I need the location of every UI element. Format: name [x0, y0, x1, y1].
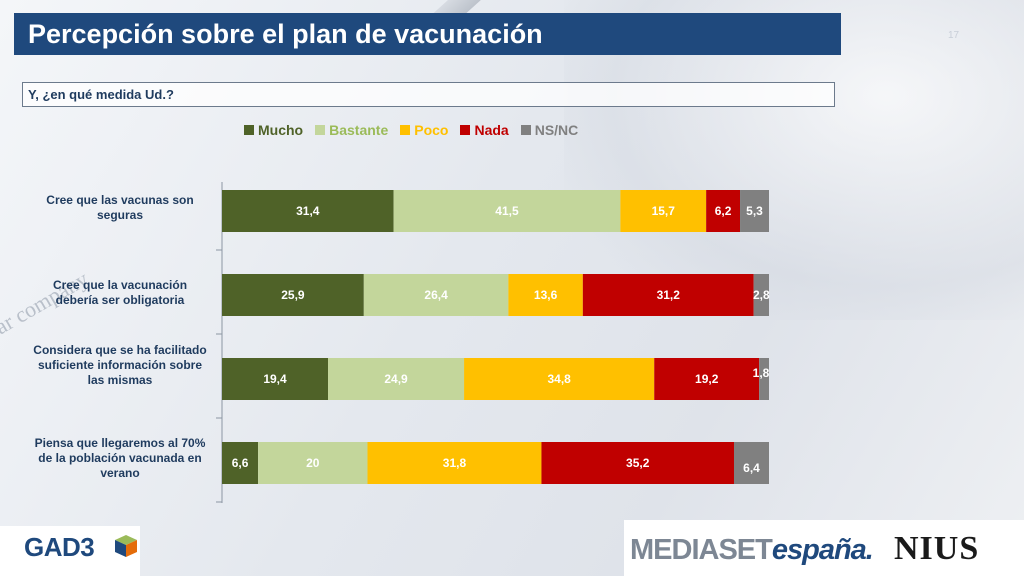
- data-label: 31,4: [296, 204, 320, 218]
- legend-label: Poco: [414, 122, 449, 138]
- bar-segment-nada-1: [582, 274, 754, 316]
- category-label: Considera que se ha facilitado suficient…: [33, 343, 207, 387]
- legend-swatch: [460, 125, 471, 135]
- legend-item-4: NS/NC: [520, 122, 579, 138]
- data-label: 35,2: [626, 456, 650, 470]
- legend-item-3: Nada: [460, 122, 509, 138]
- bar-segment-mucho-0: [222, 190, 394, 232]
- legend-swatch: [400, 125, 411, 135]
- legend-swatch: [315, 125, 326, 135]
- data-label: 13,6: [534, 288, 558, 302]
- data-label: 31,8: [443, 456, 467, 470]
- bar-segment-bastante-1: [363, 274, 509, 316]
- chart-legend: Mucho Bastante Poco Nada NS/NC: [244, 120, 578, 140]
- legend-item-2: Poco: [400, 122, 448, 138]
- data-label: 31,2: [657, 288, 681, 302]
- bar-segment-poco-3: [367, 442, 542, 484]
- bar-segment-poco-1: [508, 274, 583, 316]
- data-label: 26,4: [424, 288, 448, 302]
- title-bar: [14, 13, 841, 55]
- category-label: Cree que la vacunación debería ser oblig…: [52, 278, 188, 307]
- data-label: 5,3: [746, 204, 763, 218]
- page-title: Percepción sobre el plan de vacunación: [28, 19, 543, 49]
- data-label: 6,6: [232, 456, 249, 470]
- legend-label: Nada: [474, 122, 509, 138]
- page-number: 17: [948, 30, 960, 41]
- data-label: 19,4: [263, 372, 287, 386]
- bar-segment-nsnc-3: [733, 442, 769, 484]
- legend-label: Mucho: [258, 122, 304, 138]
- bar-segment-nada-2: [654, 358, 760, 400]
- mediaset-logo: MEDIASETespaña.: [630, 534, 874, 566]
- bar-segment-mucho-1: [222, 274, 364, 316]
- footer-right-panel: [624, 520, 1024, 576]
- data-label: 20: [306, 456, 320, 470]
- question-text: Y, ¿en qué medida Ud.?: [28, 87, 174, 102]
- bar-segment-nsnc-1: [753, 274, 769, 316]
- legend-swatch: [244, 125, 254, 135]
- legend-item-1: Bastante: [315, 122, 388, 138]
- legend-item-0: Mucho: [244, 122, 303, 138]
- bar-segment-nada-0: [706, 190, 741, 232]
- nius-logo: NIUS: [894, 530, 980, 567]
- bar-segment-nsnc-0: [740, 190, 769, 232]
- legend-label: NS/NC: [534, 122, 579, 138]
- gad3-cube-icon: [115, 535, 137, 557]
- data-label: 2,8: [753, 288, 770, 302]
- data-label: 24,9: [384, 372, 408, 386]
- bar-segment-nada-3: [541, 442, 734, 484]
- question-box: [22, 82, 835, 107]
- data-label: 15,7: [652, 204, 676, 218]
- legend-label: Bastante: [329, 122, 389, 138]
- data-label: 1,8: [753, 366, 770, 380]
- legend-swatch: [520, 125, 531, 135]
- data-label: 34,8: [547, 372, 571, 386]
- bar-segment-poco-0: [620, 190, 707, 232]
- bar-segment-bastante-0: [393, 190, 621, 232]
- bar-segment-bastante-2: [328, 358, 465, 400]
- data-label: 41,5: [495, 204, 519, 218]
- bar-segment-mucho-2: [222, 358, 329, 400]
- data-label: 25,9: [281, 288, 305, 302]
- bar-segment-mucho-3: [222, 442, 259, 484]
- category-label: Cree que las vacunas son seguras: [46, 193, 194, 222]
- data-label: 6,2: [715, 204, 732, 218]
- category-label: Piensa que llegaremos al 70% de la pobla…: [34, 436, 206, 480]
- data-label: 6,4: [743, 461, 760, 475]
- gad3-logo: GAD3: [24, 532, 95, 562]
- bar-segment-poco-2: [464, 358, 655, 400]
- data-label: 19,2: [695, 372, 719, 386]
- bar-segment-nsnc-2: [759, 358, 769, 400]
- bar-segment-bastante-3: [258, 442, 368, 484]
